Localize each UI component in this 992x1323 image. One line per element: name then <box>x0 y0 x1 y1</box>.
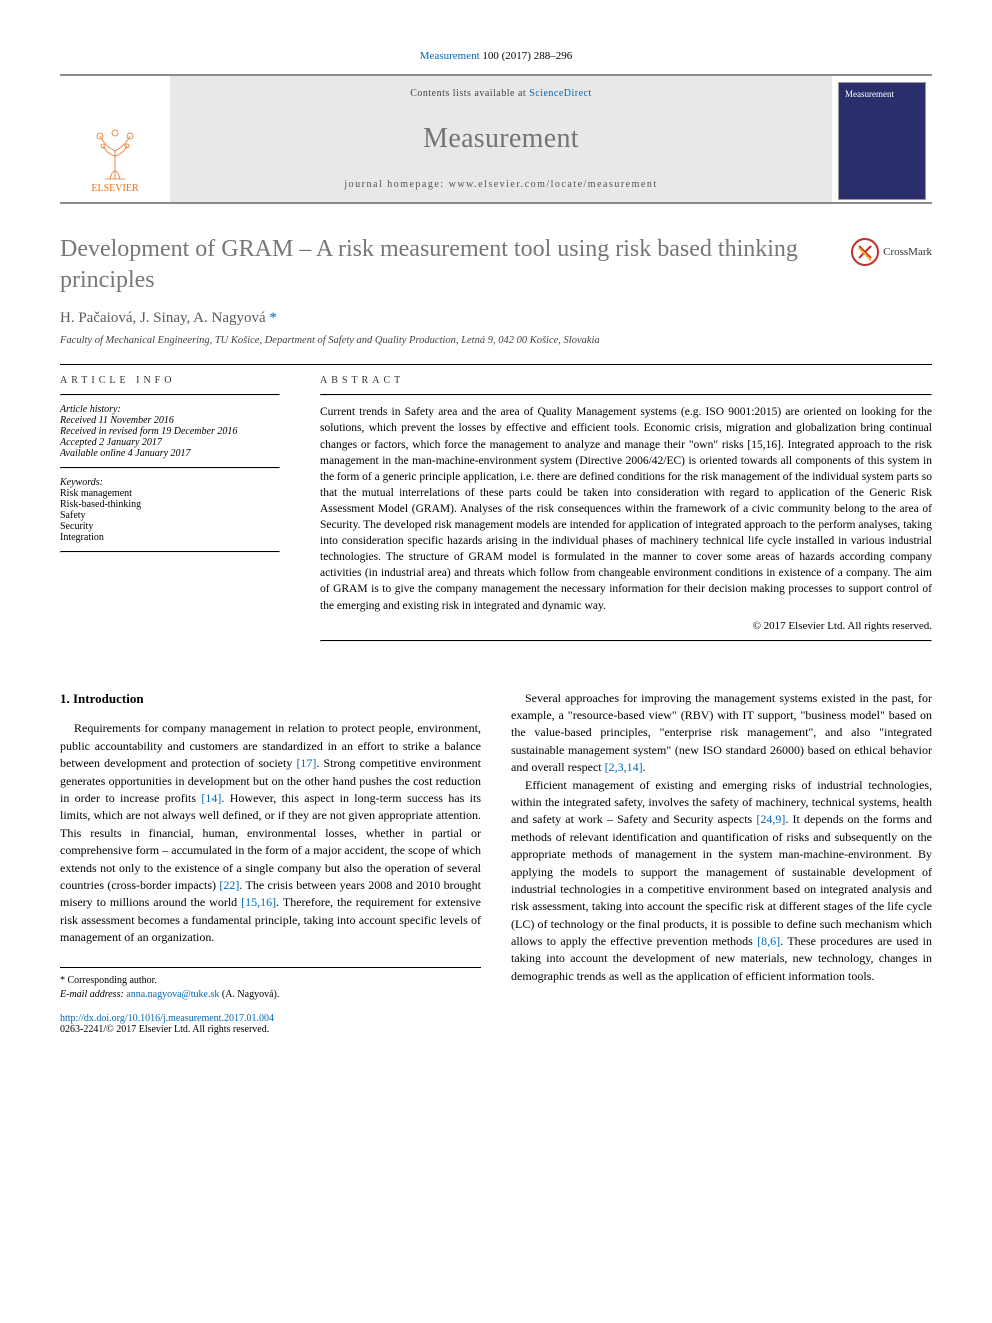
history-label: Article history: <box>60 404 280 415</box>
keyword: Security <box>60 521 280 532</box>
ref-link-1516[interactable]: [15,16] <box>241 895 276 909</box>
journal-header: ELSEVIER Contents lists available at Sci… <box>60 74 932 204</box>
article-info-box: ARTICLE INFO Article history: Received 1… <box>60 375 280 649</box>
body-columns: 1. Introduction Requirements for company… <box>60 690 932 1003</box>
abstract-divider <box>320 394 932 396</box>
info-divider-2 <box>60 467 280 469</box>
ref-link-86[interactable]: [8,6] <box>757 934 780 948</box>
p3b: . It depends on the forms and methods of… <box>511 812 932 948</box>
author-names: H. Pačaiová, J. Sinay, A. Nagyová <box>60 310 266 326</box>
revised-date: Received in revised form 19 December 201… <box>60 426 280 437</box>
abstract-copyright: © 2017 Elsevier Ltd. All rights reserved… <box>320 620 932 632</box>
tree-icon <box>85 121 145 181</box>
homepage-prefix: journal homepage: <box>344 179 448 190</box>
column-left: 1. Introduction Requirements for company… <box>60 690 481 1003</box>
email-line: E-mail address: anna.nagyova@tuke.sk (A.… <box>60 988 481 1003</box>
keyword: Risk-based-thinking <box>60 499 280 510</box>
doi-link[interactable]: http://dx.doi.org/10.1016/j.measurement.… <box>60 1013 274 1024</box>
author-list: H. Pačaiová, J. Sinay, A. Nagyová * <box>60 310 932 327</box>
article-history: Article history: Received 11 November 20… <box>60 404 280 459</box>
affiliation: Faculty of Mechanical Engineering, TU Ko… <box>60 335 932 346</box>
elsevier-logo[interactable]: ELSEVIER <box>85 121 145 194</box>
meta-row: ARTICLE INFO Article history: Received 1… <box>60 375 932 649</box>
journal-homepage: journal homepage: www.elsevier.com/locat… <box>344 179 657 190</box>
online-date: Available online 4 January 2017 <box>60 448 280 459</box>
intro-heading: 1. Introduction <box>60 690 481 709</box>
abstract-box: ABSTRACT Current trends in Safety area a… <box>320 375 932 649</box>
cover-box: Measurement <box>832 76 932 202</box>
cover-title: Measurement <box>845 89 919 99</box>
corresponding-note: * Corresponding author. <box>60 974 481 989</box>
header-center: Contents lists available at ScienceDirec… <box>170 76 832 202</box>
info-divider-3 <box>60 551 280 553</box>
column-right: Several approaches for improving the man… <box>511 690 932 1003</box>
keyword: Safety <box>60 510 280 521</box>
publisher-logo-box: ELSEVIER <box>60 76 170 202</box>
intro-paragraph-1: Requirements for company management in r… <box>60 720 481 946</box>
p2a: Several approaches for improving the man… <box>511 691 932 775</box>
article-title: Development of GRAM – A risk measurement… <box>60 234 932 296</box>
article-info-heading: ARTICLE INFO <box>60 375 280 386</box>
abstract-text: Current trends in Safety area and the ar… <box>320 404 932 613</box>
intro-paragraph-2: Several approaches for improving the man… <box>511 690 932 777</box>
crossmark-label: CrossMark <box>883 245 932 259</box>
title-text: Development of GRAM – A risk measurement… <box>60 236 798 293</box>
doi-block: http://dx.doi.org/10.1016/j.measurement.… <box>60 1013 932 1035</box>
issn-line: 0263-2241/© 2017 Elsevier Ltd. All right… <box>60 1024 269 1035</box>
footnote-block: * Corresponding author. E-mail address: … <box>60 967 481 1003</box>
email-who: (A. Nagyová). <box>222 989 279 1000</box>
keyword: Integration <box>60 532 280 543</box>
sciencedirect-link[interactable]: ScienceDirect <box>529 88 592 99</box>
ref-link-249[interactable]: [24,9] <box>756 812 785 826</box>
keywords-label: Keywords: <box>60 477 280 488</box>
keyword: Risk management <box>60 488 280 499</box>
contents-list-line: Contents lists available at ScienceDirec… <box>410 88 592 99</box>
info-divider <box>60 394 280 396</box>
keywords-block: Keywords: Risk management Risk-based-thi… <box>60 477 280 543</box>
ref-link-22[interactable]: [22] <box>219 878 239 892</box>
crossmark-badge[interactable]: CrossMark <box>851 238 932 266</box>
top-citation: Measurement 100 (2017) 288–296 <box>60 50 932 62</box>
journal-cover-thumb[interactable]: Measurement <box>838 82 926 200</box>
accepted-date: Accepted 2 January 2017 <box>60 437 280 448</box>
ref-link-17[interactable]: [17] <box>296 756 316 770</box>
received-date: Received 11 November 2016 <box>60 415 280 426</box>
contents-prefix: Contents lists available at <box>410 88 529 99</box>
top-citation-vol: 100 (2017) 288–296 <box>482 50 572 62</box>
p1c: . However, this aspect in long-term succ… <box>60 791 481 892</box>
publisher-name: ELSEVIER <box>91 183 138 194</box>
homepage-link[interactable]: www.elsevier.com/locate/measurement <box>449 179 658 190</box>
ref-link-14[interactable]: [14] <box>201 791 221 805</box>
journal-name: Measurement <box>423 123 579 155</box>
intro-paragraph-3: Efficient management of existing and eme… <box>511 777 932 986</box>
crossmark-icon <box>851 238 879 266</box>
abstract-heading: ABSTRACT <box>320 375 932 386</box>
email-link[interactable]: anna.nagyova@tuke.sk <box>126 989 219 1000</box>
p2b: . <box>643 760 646 774</box>
top-citation-journal[interactable]: Measurement <box>420 50 480 62</box>
email-label: E-mail address: <box>60 989 126 1000</box>
abstract-divider-bottom <box>320 640 932 642</box>
divider-top <box>60 364 932 365</box>
corresponding-mark[interactable]: * <box>269 310 277 326</box>
ref-link-2314[interactable]: [2,3,14] <box>605 760 643 774</box>
